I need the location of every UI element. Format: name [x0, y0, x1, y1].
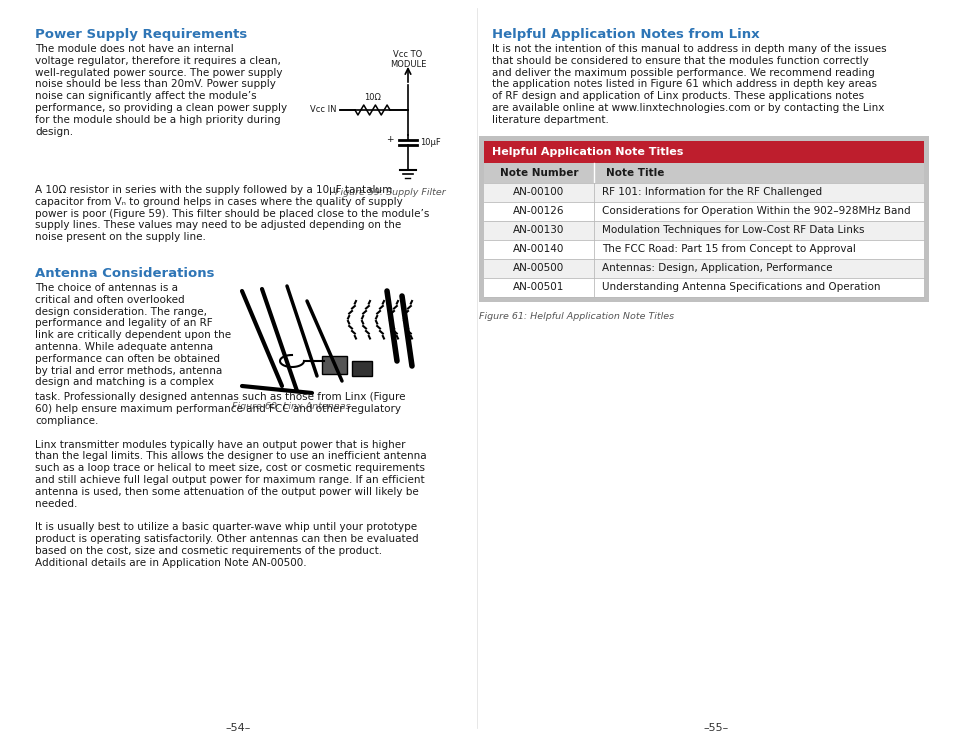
Text: Understanding Antenna Specifications and Operation: Understanding Antenna Specifications and… [601, 282, 880, 292]
Bar [483, 141, 923, 162]
Bar [483, 201, 923, 221]
Text: Note Number: Note Number [499, 168, 578, 178]
Text: task. Professionally designed antennas such as those from Linx (Figure: task. Professionally designed antennas s… [35, 392, 405, 402]
Text: It is not the intention of this manual to address in depth many of the issues: It is not the intention of this manual t… [492, 44, 885, 54]
Text: The FCC Road: Part 15 from Concept to Approval: The FCC Road: Part 15 from Concept to Ap… [601, 244, 855, 254]
Text: antenna is used, then some attenuation of the output power will likely be: antenna is used, then some attenuation o… [35, 487, 418, 497]
Bar [478, 136, 928, 302]
Text: literature department.: literature department. [492, 115, 608, 125]
Text: noise should be less than 20mV. Power supply: noise should be less than 20mV. Power su… [35, 80, 275, 89]
Text: voltage regulator, therefore it requires a clean,: voltage regulator, therefore it requires… [35, 56, 280, 66]
Text: performance and legality of an RF: performance and legality of an RF [35, 318, 213, 328]
Bar [483, 221, 923, 240]
Bar [483, 240, 923, 258]
Bar [483, 277, 923, 297]
Text: The choice of antennas is a: The choice of antennas is a [35, 283, 178, 293]
Text: needed.: needed. [35, 499, 77, 508]
Text: AN-00500: AN-00500 [513, 263, 564, 273]
Text: Note Title: Note Title [605, 168, 663, 178]
Text: Modulation Techniques for Low-Cost RF Data Links: Modulation Techniques for Low-Cost RF Da… [601, 225, 863, 235]
Text: –54–: –54– [225, 723, 251, 733]
Text: power is poor (Figure 59). This filter should be placed close to the module’s: power is poor (Figure 59). This filter s… [35, 209, 429, 218]
Text: noise can significantly affect the module’s: noise can significantly affect the modul… [35, 92, 256, 101]
Text: antenna. While adequate antenna: antenna. While adequate antenna [35, 342, 213, 352]
Bar [483, 182, 923, 201]
Text: supply lines. These values may need to be adjusted depending on the: supply lines. These values may need to b… [35, 221, 401, 230]
Bar [322, 356, 347, 374]
Text: –55–: –55– [702, 723, 728, 733]
Text: RF 101: Information for the RF Challenged: RF 101: Information for the RF Challenge… [601, 187, 821, 197]
Bar [483, 258, 923, 277]
Text: design.: design. [35, 127, 73, 137]
Text: compliance.: compliance. [35, 415, 98, 426]
Text: performance can often be obtained: performance can often be obtained [35, 354, 220, 364]
Bar [232, 281, 427, 399]
Text: Figure 59: Supply Filter: Figure 59: Supply Filter [335, 188, 445, 197]
Text: Figure 61: Helpful Application Note Titles: Figure 61: Helpful Application Note Titl… [478, 311, 674, 320]
Text: link are critically dependent upon the: link are critically dependent upon the [35, 330, 231, 340]
Text: performance, so providing a clean power supply: performance, so providing a clean power … [35, 103, 287, 113]
Text: Helpful Application Note Titles: Helpful Application Note Titles [492, 147, 682, 156]
Text: such as a loop trace or helical to meet size, cost or cosmetic requirements: such as a loop trace or helical to meet … [35, 463, 424, 473]
Text: Antennas: Design, Application, Performance: Antennas: Design, Application, Performan… [601, 263, 832, 273]
Text: the application notes listed in Figure 61 which address in depth key areas: the application notes listed in Figure 6… [492, 80, 876, 89]
Text: Figure 60: Linx Antennas: Figure 60: Linx Antennas [232, 402, 351, 411]
Text: that should be considered to ensure that the modules function correctly: that should be considered to ensure that… [492, 56, 868, 66]
Text: It is usually best to utilize a basic quarter-wave whip until your prototype: It is usually best to utilize a basic qu… [35, 523, 416, 532]
Text: are available online at www.linxtechnologies.com or by contacting the Linx: are available online at www.linxtechnolo… [492, 103, 883, 113]
Text: AN-00140: AN-00140 [513, 244, 564, 254]
Bar [483, 162, 923, 182]
Text: and still achieve full legal output power for maximum range. If an efficient: and still achieve full legal output powe… [35, 475, 424, 485]
Text: Helpful Application Notes from Linx: Helpful Application Notes from Linx [492, 28, 759, 41]
Text: and deliver the maximum possible performance. We recommend reading: and deliver the maximum possible perform… [492, 68, 874, 77]
Text: Power Supply Requirements: Power Supply Requirements [35, 28, 247, 41]
Text: Additional details are in Application Note AN-00500.: Additional details are in Application No… [35, 558, 306, 568]
Text: critical and often overlooked: critical and often overlooked [35, 294, 185, 305]
Text: for the module should be a high priority during: for the module should be a high priority… [35, 115, 280, 125]
Text: Vcc TO
MODULE: Vcc TO MODULE [390, 50, 426, 69]
Text: AN-00100: AN-00100 [513, 187, 564, 197]
Text: capacitor from Vₙ⁣ to ground helps in cases where the quality of supply: capacitor from Vₙ⁣ to ground helps in ca… [35, 197, 402, 207]
Text: Antenna Considerations: Antenna Considerations [35, 267, 214, 280]
Text: A 10Ω resistor in series with the supply followed by a 10µF tantalum: A 10Ω resistor in series with the supply… [35, 185, 392, 195]
Text: design consideration. The range,: design consideration. The range, [35, 306, 207, 317]
Text: AN-00130: AN-00130 [513, 225, 564, 235]
Text: design and matching is a complex: design and matching is a complex [35, 377, 213, 387]
Bar [352, 361, 372, 376]
Text: than the legal limits. This allows the designer to use an inefficient antenna: than the legal limits. This allows the d… [35, 452, 426, 461]
Text: product is operating satisfactorily. Other antennas can then be evaluated: product is operating satisfactorily. Oth… [35, 534, 418, 544]
Text: well-regulated power source. The power supply: well-regulated power source. The power s… [35, 68, 282, 77]
Text: AN-00126: AN-00126 [513, 206, 564, 216]
Text: 10µF: 10µF [419, 138, 440, 147]
Text: The module does not have an internal: The module does not have an internal [35, 44, 233, 54]
Text: Vcc IN: Vcc IN [310, 106, 336, 114]
Text: based on the cost, size and cosmetic requirements of the product.: based on the cost, size and cosmetic req… [35, 546, 382, 556]
Text: by trial and error methods, antenna: by trial and error methods, antenna [35, 365, 222, 376]
Text: Considerations for Operation Within the 902–928MHz Band: Considerations for Operation Within the … [601, 206, 910, 216]
Text: AN-00501: AN-00501 [513, 282, 564, 292]
Text: of RF design and application of Linx products. These applications notes: of RF design and application of Linx pro… [492, 92, 863, 101]
Text: +: + [386, 134, 394, 143]
Text: noise present on the supply line.: noise present on the supply line. [35, 232, 206, 242]
Text: 60) help ensure maximum performance and FCC and other regulatory: 60) help ensure maximum performance and … [35, 404, 400, 414]
Text: Linx transmitter modules typically have an output power that is higher: Linx transmitter modules typically have … [35, 440, 405, 449]
Text: 10Ω: 10Ω [364, 93, 380, 102]
